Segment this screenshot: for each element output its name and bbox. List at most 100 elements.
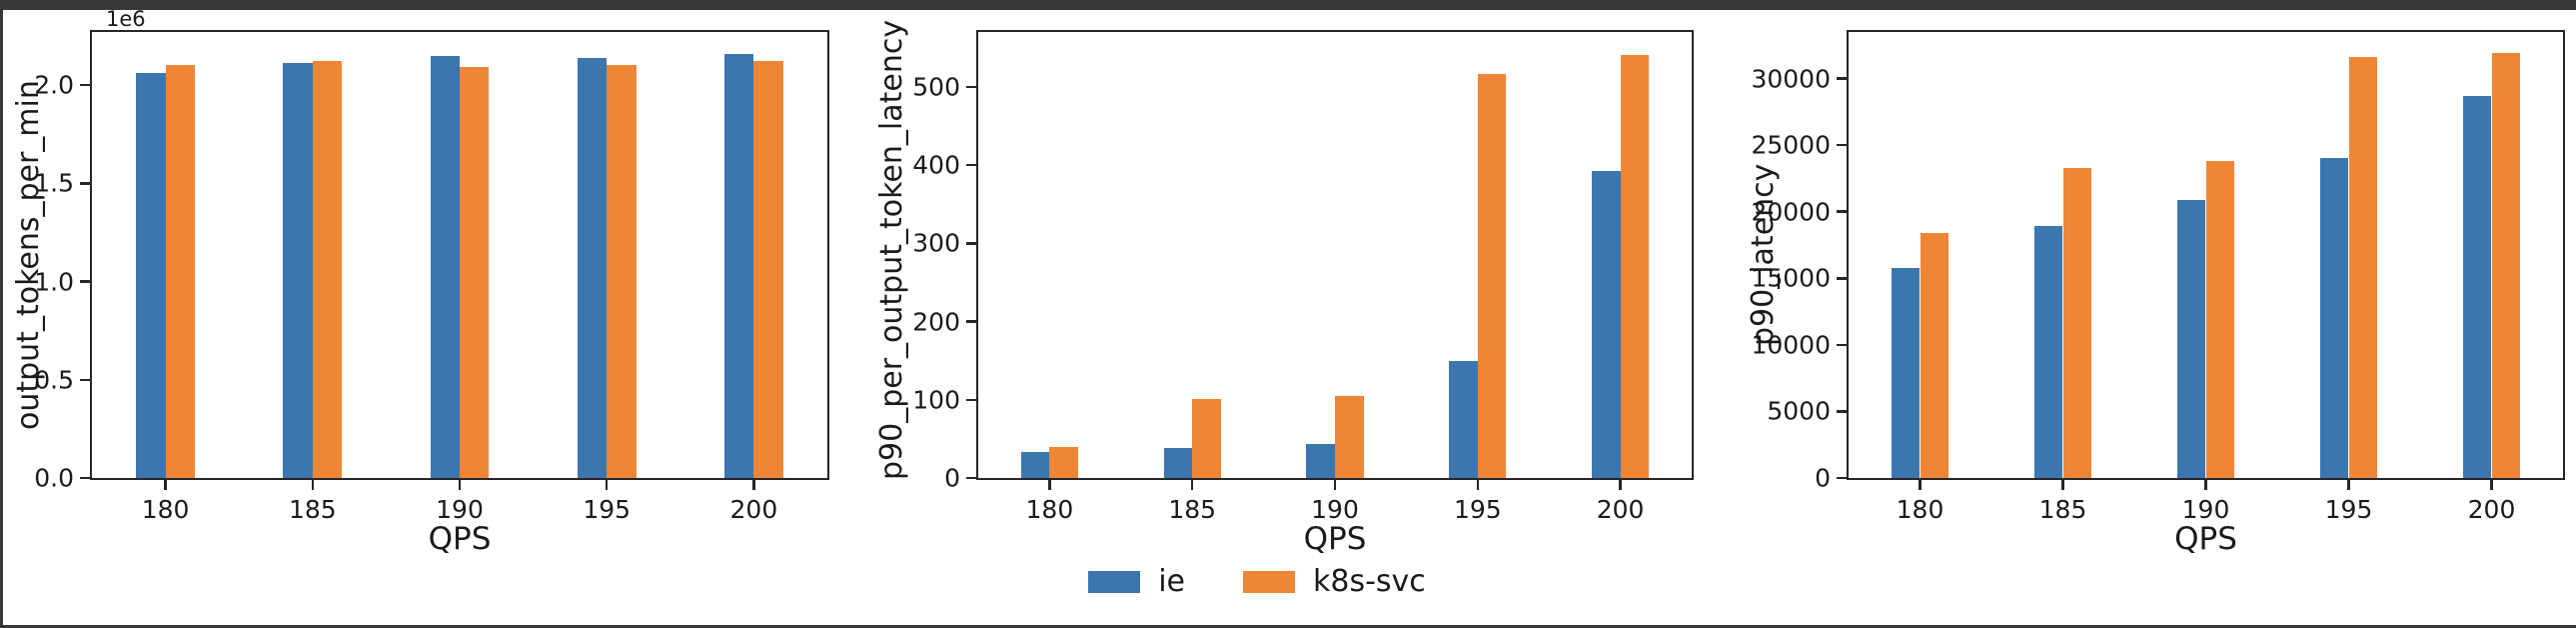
y-tick-label: 0 bbox=[1815, 463, 1831, 493]
bar-ie-200 bbox=[1592, 170, 1621, 478]
bar-k8s-svc-190 bbox=[460, 67, 490, 478]
bar-k8s-svc-195 bbox=[1477, 74, 1507, 478]
x-tick-mark bbox=[1333, 479, 1337, 490]
y-tick-label: 400 bbox=[912, 150, 960, 180]
x-tick-label: 190 bbox=[1311, 495, 1359, 524]
y-tick-mark bbox=[1836, 277, 1847, 280]
y-tick-mark bbox=[79, 83, 90, 87]
bar-ie-190 bbox=[430, 55, 460, 478]
y-tick-label: 15000 bbox=[1751, 263, 1831, 293]
bar-k8s-svc-190 bbox=[1335, 395, 1364, 478]
bar-k8s-svc-185 bbox=[2062, 168, 2092, 478]
bar-ie-180 bbox=[136, 73, 166, 478]
x-tick-mark bbox=[2490, 479, 2493, 490]
bar-k8s-svc-185 bbox=[312, 61, 343, 478]
bar-ie-195 bbox=[2319, 158, 2349, 478]
x-tick-label: 180 bbox=[1896, 495, 1944, 524]
x-tick-mark bbox=[2061, 479, 2064, 490]
bar-k8s-svc-185 bbox=[1192, 398, 1221, 478]
bar-ie-185 bbox=[283, 63, 313, 478]
y-tick-label: 1.0 bbox=[34, 267, 74, 297]
legend-label-k8s-svc: k8s-svc bbox=[1313, 564, 1426, 599]
bar-k8s-svc-195 bbox=[2348, 57, 2378, 478]
bar-k8s-svc-195 bbox=[607, 65, 637, 478]
x-tick-mark bbox=[164, 479, 167, 490]
x-tick-label: 185 bbox=[2038, 495, 2087, 524]
bar-ie-195 bbox=[577, 57, 608, 478]
x-tick-mark bbox=[2347, 479, 2350, 490]
plot-area: 0.0 0.5 1.0 1.5 2.0 180 185 190 195 200 bbox=[34, 30, 829, 522]
x-tick-mark bbox=[311, 479, 315, 490]
plot-area: 0 5000 10000 15000 20000 25000 30000 180 185 190 1… bbox=[1751, 30, 2565, 522]
x-tick-mark bbox=[752, 479, 755, 490]
bar-ie-185 bbox=[1163, 448, 1193, 478]
y-tick-mark bbox=[79, 378, 90, 381]
legend-item-k8s-svc: k8s-svc bbox=[1243, 567, 1426, 597]
y-tick-mark bbox=[1836, 143, 1847, 147]
plot-area: 0 100 200 300 400 500 180 185 190 195 200 bbox=[912, 30, 1694, 522]
bar-ie-190 bbox=[2176, 199, 2206, 478]
y-tick-mark bbox=[1836, 410, 1847, 413]
y-tick-label: 10000 bbox=[1751, 330, 1831, 360]
x-tick-label: 190 bbox=[436, 495, 484, 524]
y-tick-label: 100 bbox=[912, 385, 960, 415]
y-tick-label: 1.5 bbox=[34, 168, 74, 198]
y-tick-label: 20000 bbox=[1751, 197, 1831, 227]
x-tick-mark bbox=[458, 479, 462, 490]
x-tick-label: 200 bbox=[1596, 495, 1645, 524]
bar-ie-200 bbox=[723, 53, 754, 478]
y-tick-mark bbox=[965, 320, 976, 323]
x-tick-label: 195 bbox=[1453, 495, 1502, 524]
x-axis-label: QPS bbox=[428, 521, 492, 557]
x-tick-label: 185 bbox=[288, 495, 337, 524]
x-tick-label: 195 bbox=[2324, 495, 2373, 524]
y-tick-mark bbox=[1836, 476, 1847, 480]
x-tick-label: 195 bbox=[583, 495, 632, 524]
legend-item-ie: ie bbox=[1088, 567, 1185, 597]
bar-ie-180 bbox=[1020, 452, 1050, 478]
window-frame-top bbox=[0, 0, 2576, 10]
legend: ie k8s-svc bbox=[887, 567, 1627, 597]
window-frame-left bbox=[0, 0, 3, 628]
bar-ie-180 bbox=[1891, 267, 1921, 478]
x-tick-mark bbox=[1619, 479, 1622, 490]
x-tick-label: 200 bbox=[729, 495, 778, 524]
y-tick-mark bbox=[79, 476, 90, 480]
bar-k8s-svc-180 bbox=[1049, 446, 1078, 478]
y-tick-label: 0 bbox=[944, 463, 960, 493]
x-tick-label: 180 bbox=[1025, 495, 1074, 524]
x-tick-label: 180 bbox=[141, 495, 190, 524]
legend-swatch-k8s-svc bbox=[1243, 571, 1295, 593]
legend-label-ie: ie bbox=[1158, 564, 1185, 599]
y-tick-mark bbox=[1836, 210, 1847, 213]
y-tick-label: 30000 bbox=[1751, 64, 1831, 94]
window-frame-bottom bbox=[0, 625, 2576, 628]
y-tick-label: 300 bbox=[912, 228, 960, 258]
y-tick-mark bbox=[79, 182, 90, 185]
y-tick-mark bbox=[1836, 343, 1847, 347]
bar-k8s-svc-200 bbox=[1620, 55, 1650, 478]
bar-ie-185 bbox=[2033, 226, 2063, 478]
bar-ie-190 bbox=[1306, 443, 1335, 478]
y-tick-mark bbox=[965, 476, 976, 480]
x-tick-label: 185 bbox=[1168, 495, 1217, 524]
y-tick-label: 0.0 bbox=[34, 463, 74, 493]
x-tick-mark bbox=[2204, 479, 2207, 490]
y-tick-mark bbox=[965, 163, 976, 167]
y-tick-mark bbox=[965, 398, 976, 401]
x-tick-label: 190 bbox=[2181, 495, 2230, 524]
bar-k8s-svc-200 bbox=[753, 61, 783, 478]
y-tick-mark bbox=[1836, 77, 1847, 80]
x-tick-mark bbox=[1476, 479, 1480, 490]
x-tick-mark bbox=[1048, 479, 1051, 490]
legend-swatch-ie bbox=[1088, 571, 1141, 593]
x-tick-mark bbox=[1190, 479, 1194, 490]
y-tick-label: 500 bbox=[912, 72, 960, 102]
bar-k8s-svc-190 bbox=[2205, 161, 2235, 478]
y-tick-label: 2.0 bbox=[34, 70, 74, 100]
x-axis-label: QPS bbox=[2174, 521, 2237, 557]
